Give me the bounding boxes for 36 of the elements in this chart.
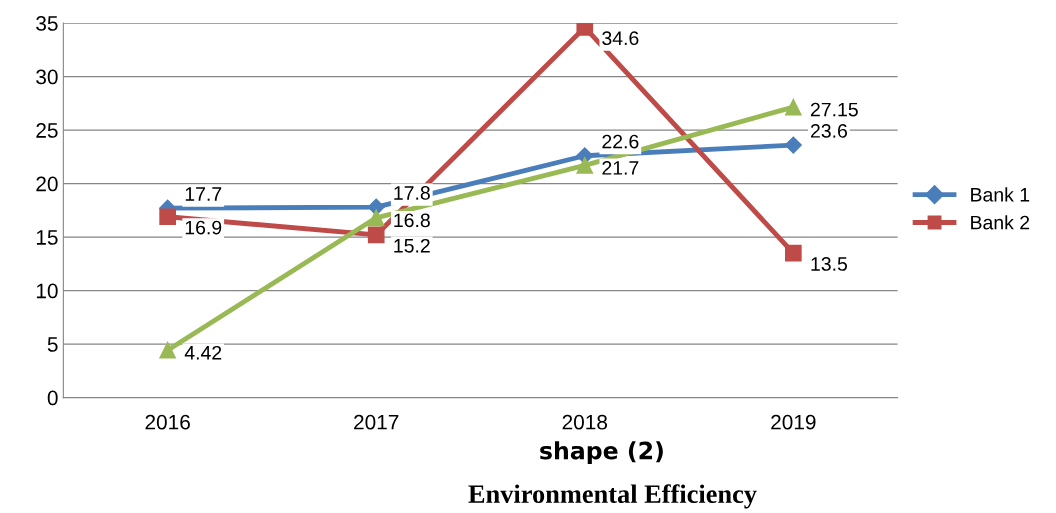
data-label: 16.8 xyxy=(394,213,430,228)
data-label: 13.5 xyxy=(811,257,848,271)
y-tick-label: 20 xyxy=(36,176,58,192)
x-tick-label: 2017 xyxy=(354,414,399,430)
point xyxy=(784,98,802,116)
x-tick-label: 2019 xyxy=(771,414,816,430)
point xyxy=(159,341,176,359)
y-tick-label: 35 xyxy=(36,16,58,31)
data-label: 17.7 xyxy=(185,187,222,201)
data-label: 34.6 xyxy=(602,31,639,46)
y-tick-label: 30 xyxy=(36,69,58,85)
legend-label: Bank 1 xyxy=(971,187,1030,202)
text: shape (2) xyxy=(540,441,663,465)
point xyxy=(784,244,802,262)
point xyxy=(576,157,594,174)
data-label: 4.42 xyxy=(184,345,222,360)
point xyxy=(367,209,385,227)
data-label: 21.7 xyxy=(602,161,639,175)
data-label: 23.6 xyxy=(810,124,847,138)
y-tick-label: 10 xyxy=(36,283,58,299)
y-tick-label: 25 xyxy=(36,123,58,138)
point xyxy=(784,136,802,154)
point xyxy=(367,226,385,244)
x-tick-label: 2016 xyxy=(145,414,190,430)
data-label: 17.8 xyxy=(394,186,430,200)
data-label: 27.15 xyxy=(810,102,858,117)
data-label: 15.2 xyxy=(394,238,430,253)
data-label: 16.9 xyxy=(185,220,222,235)
y-tick-label: 15 xyxy=(36,230,58,245)
data-label: 22.6 xyxy=(602,134,639,149)
legend-label: Bank 2 xyxy=(971,215,1030,230)
x-tick-label: 2018 xyxy=(562,414,608,430)
text: Environmental Efficiency xyxy=(468,484,757,509)
y-tick-label: 5 xyxy=(47,337,58,352)
point xyxy=(159,208,176,226)
y-tick-label: 0 xyxy=(47,390,58,406)
